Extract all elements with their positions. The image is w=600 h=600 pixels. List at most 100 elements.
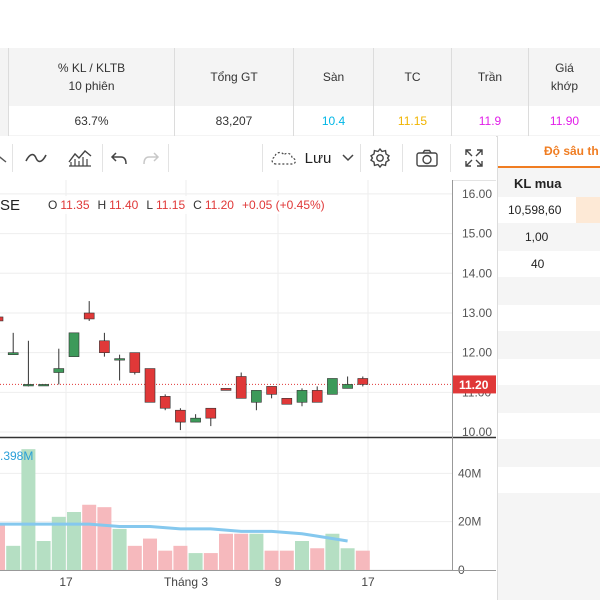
volume-bar: [203, 553, 218, 570]
header-tc: TC: [404, 70, 421, 84]
candle-body: [114, 358, 125, 361]
volume-tick-label: 40M: [458, 466, 481, 480]
settings-gear-icon[interactable]: [362, 136, 398, 180]
volume-bar: [310, 548, 325, 570]
price-tick-label: 12.00: [462, 346, 492, 360]
col-kl-mua: KL mua: [514, 175, 562, 191]
price-tick-label: 10.00: [462, 425, 492, 439]
tab-do-sau[interactable]: Độ sâu th: [498, 136, 600, 168]
volume-bar: [173, 545, 188, 570]
save-button[interactable]: Lưu: [266, 136, 358, 180]
candle-body: [281, 398, 293, 405]
open-label: O: [48, 198, 58, 212]
volume-tick-label: 20M: [458, 515, 481, 529]
close-value: 11.20: [204, 198, 234, 212]
volume-bar: [249, 533, 264, 570]
candle-body: [23, 384, 34, 387]
chart-toolbar: Lưu: [0, 136, 496, 181]
ohlc-legend: SE O 11.35 H 11.40 L 11.15 C 11.20 +0.05…: [0, 196, 325, 214]
depth-row: 10,598,60: [498, 197, 600, 223]
low-label: L: [146, 198, 153, 212]
chevron-down-icon: [342, 154, 354, 162]
candle-body: [7, 352, 19, 355]
partial-tool-icon[interactable]: [0, 136, 12, 180]
volume-bar: [355, 550, 370, 570]
volume-bar: [279, 550, 294, 570]
undo-icon[interactable]: [104, 136, 134, 180]
volume-bar: [21, 449, 36, 570]
candle-body: [99, 340, 110, 353]
stats-table: % KL / KLTB 10 phiên Tổng GT Sàn TC Trần…: [0, 48, 600, 137]
volume-bar: [36, 541, 51, 570]
value-tc: 11.15: [374, 106, 451, 135]
header-gia-khop: Giá khớp: [550, 61, 579, 93]
candle-body: [83, 312, 95, 320]
indicators-icon[interactable]: [60, 136, 100, 180]
redo-icon[interactable]: [136, 136, 166, 180]
header-san: Sàn: [322, 70, 345, 84]
camera-icon[interactable]: [406, 136, 448, 180]
candle-body: [251, 390, 262, 403]
price-tick-label: 16.00: [462, 187, 492, 201]
candle-body: [38, 384, 49, 387]
candle-body: [296, 390, 308, 403]
volume-bar: [0, 524, 5, 570]
order-book-panel: Độ sâu th KL mua 10,598,60 1,00 40: [497, 136, 600, 600]
price-tick-label: 13.00: [462, 306, 492, 320]
price-chart[interactable]: 16.0015.0014.0013.0012.0011.0010.0040M20…: [0, 180, 496, 600]
volume-bar: [264, 550, 279, 570]
cloud-icon: [271, 151, 296, 165]
candle-body: [53, 368, 65, 373]
symbol-label: SE: [0, 196, 21, 214]
change-value: +0.05 (+0.45%): [241, 198, 325, 212]
volume-bar: [82, 504, 97, 570]
fullscreen-icon[interactable]: [454, 136, 494, 180]
price-pane: [0, 180, 452, 439]
value-tran: 11.9: [452, 106, 528, 135]
volume-bar: [97, 507, 112, 570]
candle-body: [68, 332, 80, 357]
last-price-tag-label: 11.20: [459, 378, 489, 392]
candle-body: [0, 316, 4, 322]
save-label: Lưu: [304, 149, 332, 167]
volume-bar: [188, 553, 203, 570]
value-gia-khop: 11.90: [529, 106, 600, 135]
time-tick-label: 17: [59, 575, 73, 589]
volume-legend: .398M: [0, 449, 34, 463]
high-value: 11.40: [109, 198, 139, 212]
candle-body: [159, 396, 171, 409]
open-value: 11.35: [60, 198, 90, 212]
candle-body: [327, 378, 338, 395]
volume-bar: [340, 548, 355, 570]
time-tick-label: Tháng 3: [164, 575, 208, 589]
top-bar: [0, 0, 600, 49]
depth-value: 1,00: [525, 230, 549, 244]
candle-body: [266, 386, 277, 395]
close-label: C: [193, 198, 202, 212]
candle-body: [175, 409, 186, 423]
candle-body: [311, 390, 323, 403]
volume-bar: [6, 545, 21, 570]
candle-body: [357, 378, 369, 385]
candle-body: [205, 407, 217, 419]
line-chart-icon[interactable]: [18, 136, 54, 180]
time-tick-label: 17: [361, 575, 375, 589]
volume-bar: [112, 528, 127, 570]
volume-bar: [325, 533, 340, 570]
low-value: 11.15: [156, 198, 186, 212]
value-san: 10.4: [294, 106, 373, 135]
candle-body: [129, 352, 141, 373]
volume-bar: [127, 545, 142, 570]
candle-body: [235, 376, 247, 399]
price-tick-label: 15.00: [462, 227, 492, 241]
volume-bar: [234, 533, 249, 570]
candle-body: [190, 417, 201, 423]
depth-row: 1,00: [498, 224, 600, 250]
volume-bar: [143, 538, 157, 570]
volume-ma-line: [0, 522, 348, 543]
header-tong-gt: Tổng GT: [210, 70, 258, 84]
value-kl-kltb: 63.7%: [9, 106, 174, 135]
depth-row: 40: [498, 251, 600, 277]
tab-do-sau-label: Độ sâu th: [544, 144, 599, 158]
depth-header: KL mua: [498, 170, 600, 196]
